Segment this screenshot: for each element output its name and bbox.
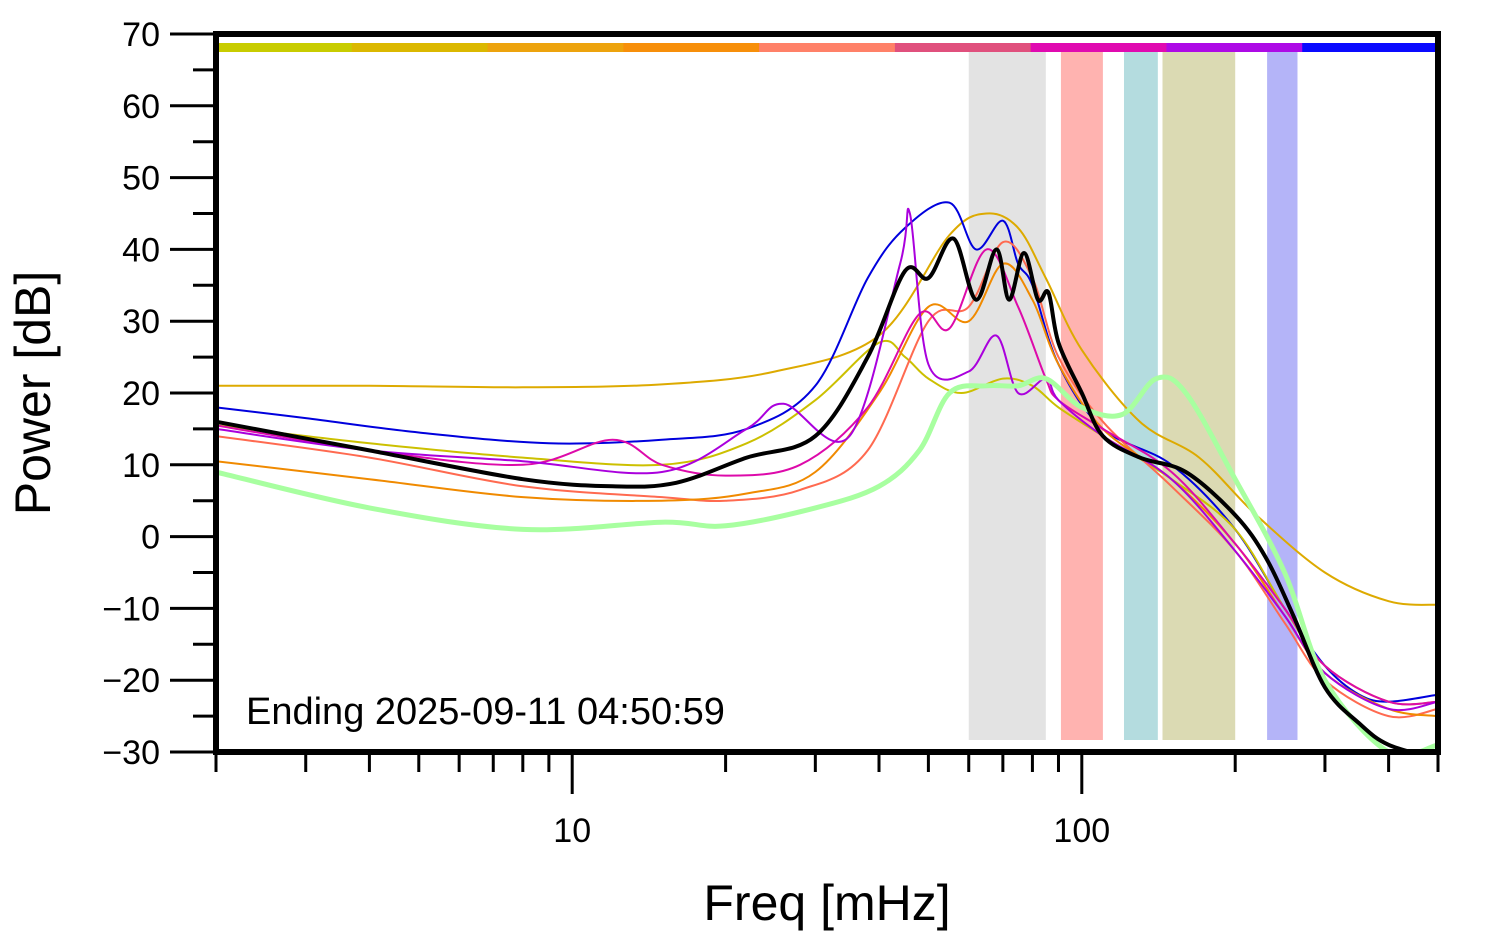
y-axis-ticks: −30 −20 −10 0 10 20 30 40 50 60 70 — [102, 16, 216, 772]
x-axis-title: Freq [mHz] — [703, 875, 950, 931]
x-axis-ticks: 10 100 — [214, 752, 1440, 850]
y-tick-label-5: 20 — [122, 375, 160, 413]
time-bar-segment-6 — [1030, 43, 1167, 52]
time-color-bar — [216, 43, 1439, 52]
frequency-bands — [968, 52, 1298, 740]
time-bar-segment-8 — [1302, 43, 1439, 52]
y-tick-label-10: 70 — [122, 16, 160, 54]
timestamp-annotation: Ending 2025-09-11 04:50:59 — [246, 691, 725, 733]
y-tick-label-4: 10 — [122, 447, 160, 485]
series-line-3 — [216, 240, 1438, 719]
y-tick-label-1: −20 — [102, 662, 160, 700]
y-tick-label-8: 50 — [122, 160, 160, 198]
time-bar-segment-4 — [759, 43, 896, 52]
series-line-2 — [216, 340, 1438, 706]
y-tick-label-7: 40 — [122, 231, 160, 269]
time-bar-segment-2 — [487, 43, 624, 52]
series-line-4 — [216, 262, 1438, 718]
time-bar-segment-0 — [216, 43, 353, 52]
series-line-7 — [216, 374, 1438, 752]
y-axis-title: Power [dB] — [5, 271, 61, 516]
frequency-band-0 — [968, 52, 1046, 740]
y-tick-label-3: 0 — [141, 519, 160, 557]
frequency-band-3 — [1162, 52, 1236, 740]
x-tick-label-0: 10 — [553, 812, 591, 850]
time-bar-segment-7 — [1166, 43, 1303, 52]
time-bar-segment-5 — [894, 43, 1032, 52]
series-line-8 — [216, 236, 1418, 752]
time-bar-segment-3 — [623, 43, 760, 52]
y-tick-label-0: −30 — [102, 734, 160, 772]
time-bar-segment-1 — [351, 43, 489, 52]
series-line-6 — [216, 207, 1438, 712]
y-tick-label-6: 30 — [122, 303, 160, 341]
y-tick-label-2: −10 — [102, 590, 160, 628]
x-tick-label-1: 100 — [1053, 812, 1110, 850]
spectrum-series — [216, 201, 1438, 752]
frequency-band-4 — [1267, 52, 1298, 740]
y-tick-label-9: 60 — [122, 88, 160, 126]
